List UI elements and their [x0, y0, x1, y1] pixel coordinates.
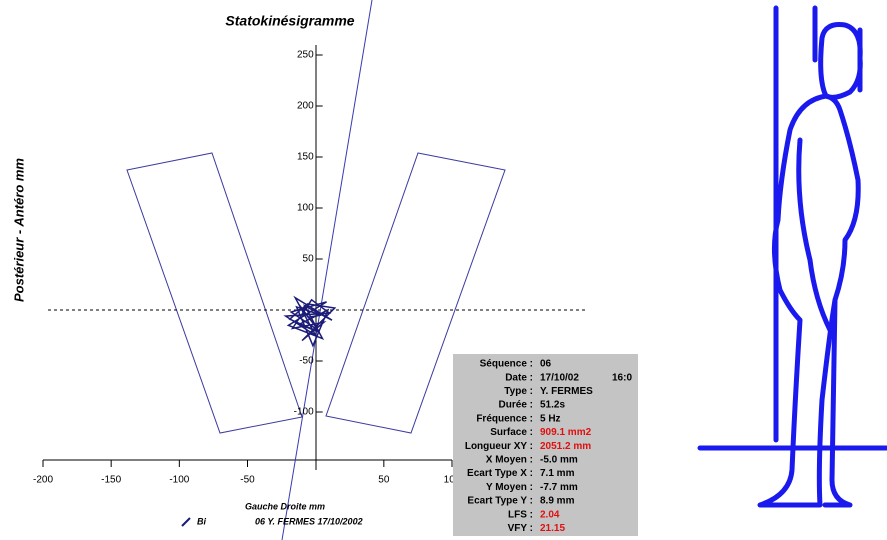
info-extra: 16:0 [612, 372, 632, 383]
x-tick-label: 50 [378, 475, 390, 486]
x-tick-label: -150 [101, 475, 121, 486]
oblique-line [281, 0, 373, 540]
info-label: VFY : [508, 523, 533, 534]
legend-icon [181, 517, 191, 527]
y-tick-label: 200 [297, 101, 314, 112]
info-value: 06 [540, 359, 552, 370]
info-value: 51.2s [540, 400, 565, 411]
x-tick-label: -200 [33, 475, 53, 486]
info-value: Y. FERMES [540, 386, 593, 397]
info-label: Y Moyen : [486, 482, 533, 493]
info-value: 8.9 mm [540, 496, 575, 507]
info-value: -7.7 mm [540, 482, 578, 493]
right-foot-outline [325, 152, 506, 434]
x-tick-label: -100 [169, 475, 189, 486]
y-axis-label: Postérieur - Antéro mm [11, 158, 26, 302]
info-label: Ecart Type Y : [467, 496, 533, 507]
info-value: 5 Hz [540, 413, 561, 424]
y-tick-label: 100 [297, 203, 314, 214]
info-label: Longueur XY : [465, 441, 533, 452]
x-tick-label: -50 [240, 475, 255, 486]
info-value: 2051.2 mm [540, 441, 591, 452]
info-label: Ecart Type X : [467, 468, 533, 479]
x-tick-label: 100 [444, 475, 461, 486]
y-tick-label: 50 [303, 254, 315, 265]
chart-title: Statokinésigramme [225, 13, 354, 29]
y-tick-label: -100 [294, 407, 314, 418]
left-foot-outline [126, 152, 303, 434]
info-label: Date : [505, 372, 533, 383]
info-label: Séquence : [480, 359, 533, 370]
info-value: 7.1 mm [540, 468, 575, 479]
info-label: X Moyen : [486, 455, 533, 466]
info-label: Fréquence : [476, 413, 533, 424]
y-tick-label: -50 [299, 356, 314, 367]
silhouette [697, 5, 887, 508]
info-value: 909.1 mm2 [540, 427, 592, 438]
info-value: 2.04 [540, 509, 560, 520]
info-label: Surface : [490, 427, 533, 438]
y-tick-label: 150 [297, 152, 314, 163]
legend-caption: 06 Y. FERMES 17/10/2002 [255, 516, 363, 526]
info-label: Durée : [499, 400, 533, 411]
info-label: Type : [504, 386, 533, 397]
info-label: LFS : [508, 509, 533, 520]
x-axis-label: Gauche Droite mm [245, 501, 325, 511]
legend-label: Bi [197, 516, 206, 526]
info-value: -5.0 mm [540, 455, 578, 466]
info-panel [453, 354, 638, 536]
info-value: 17/10/02 [540, 372, 579, 383]
info-value: 21.15 [540, 523, 565, 534]
y-tick-label: 250 [297, 50, 314, 61]
trajectory [283, 295, 337, 348]
